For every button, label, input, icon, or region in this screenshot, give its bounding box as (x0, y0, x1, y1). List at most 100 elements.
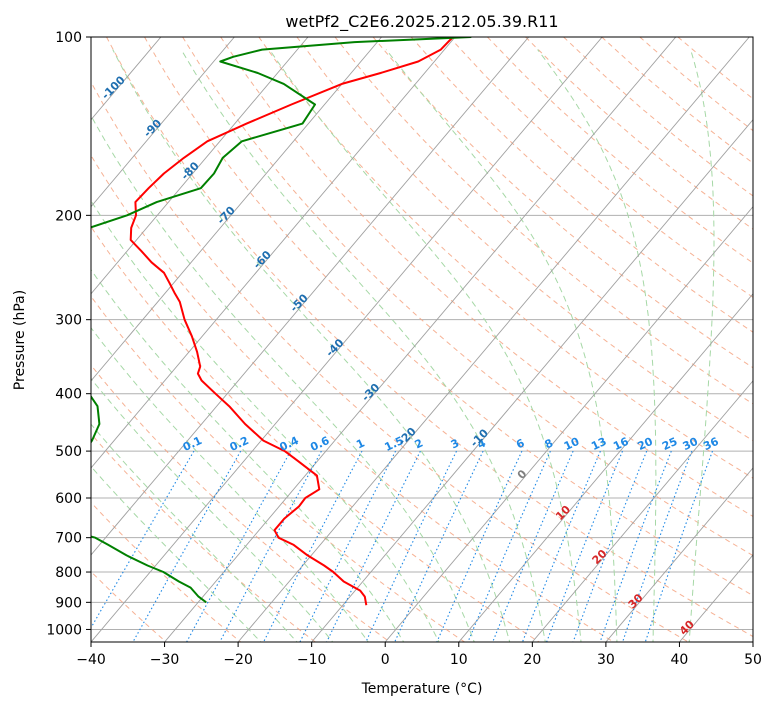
mixing-ratio-label: 25 (660, 435, 679, 453)
isotherm-label: -50 (288, 291, 311, 314)
isotherm-label: -10 (468, 426, 491, 449)
dry-adiabat-line (220, 37, 753, 518)
x-tick-label: 40 (671, 652, 689, 668)
x-tick-label: 10 (450, 652, 468, 668)
mixing-ratio-line (262, 450, 363, 642)
mixing-ratio-line (545, 450, 624, 642)
mixing-ratio-line (185, 450, 292, 642)
chart-title: wetPf2_C2E6.2025.212.05.39.R11 (285, 12, 558, 32)
moist-adiabat-line (180, 49, 546, 642)
isotherm-label: 40 (677, 617, 697, 637)
moist-adiabats (91, 49, 715, 642)
isotherm-line (458, 293, 753, 642)
dry-adiabat-line (144, 37, 753, 597)
moist-adiabat-line (91, 199, 440, 642)
x-tick-label: −30 (150, 652, 180, 668)
mixing-ratio-line (521, 450, 601, 642)
dry-adiabat-line (448, 37, 753, 298)
sounding-series (91, 37, 472, 606)
mixing-ratio-line (299, 450, 397, 642)
mixing-ratio-line (91, 450, 195, 629)
isotherm-line (91, 37, 603, 642)
isotherm-line (237, 37, 750, 642)
mixing-ratio-line (572, 450, 648, 642)
dry-adiabat-line (372, 37, 753, 369)
isotherm-line (752, 641, 753, 642)
y-tick-label: 900 (55, 595, 82, 611)
isotherm-label: -90 (141, 116, 164, 139)
moist-adiabat-line (269, 49, 582, 642)
isotherm-line (311, 119, 753, 642)
isotherm-label: 30 (626, 591, 646, 611)
dry-adiabat-line (91, 154, 615, 642)
temperature-profile-line (129, 37, 454, 606)
dry-adiabat-line (91, 225, 541, 642)
mixing-ratio-line (621, 450, 693, 642)
isotherm-label: -60 (251, 248, 274, 271)
mixing-ratio-line (644, 450, 714, 642)
mixing-ratio-label: 30 (681, 435, 701, 453)
x-tick-label: −40 (76, 652, 106, 668)
isotherm-label: -30 (359, 381, 382, 404)
mixing-ratio-line (219, 450, 322, 642)
mixing-ratio-label: 2 (413, 436, 425, 451)
y-tick-label: 400 (55, 387, 82, 403)
y-tick-label: 500 (55, 444, 82, 460)
isotherm-line (91, 37, 456, 469)
mixing-ratio-line (394, 450, 484, 642)
mixing-ratio-label: 8 (543, 436, 555, 451)
moist-adiabat-line (91, 114, 475, 642)
isotherm-label: 20 (590, 547, 610, 567)
mixing-ratio-line (492, 450, 574, 642)
y-tick-label: 300 (55, 313, 82, 329)
isotherm-label: 0 (515, 467, 530, 482)
dry-adiabat-line (91, 81, 690, 642)
isotherm-line (91, 37, 382, 382)
moist-adiabat-line (112, 49, 511, 642)
moist-adiabat-line (91, 326, 369, 642)
x-tick-label: −10 (297, 652, 327, 668)
dry-adiabat-line (487, 37, 753, 264)
isotherm-line (679, 554, 753, 642)
dry-adiabat-line (334, 37, 753, 405)
moist-adiabat-line (688, 49, 715, 642)
x-tick-label: −20 (223, 652, 253, 668)
moist-adiabat-line (91, 423, 298, 642)
y-axis-ticks: 100 200 300 400 500 600 700 800 900 1000 (46, 30, 91, 638)
y-tick-label: 200 (55, 208, 82, 224)
y-tick-label: 100 (55, 30, 82, 46)
dry-adiabat-line (106, 37, 753, 638)
dry-adiabat-line (677, 37, 753, 100)
mixing-ratio-lines (91, 450, 714, 642)
mixing-ratio-line (132, 450, 242, 642)
mixing-ratio-line (365, 450, 457, 642)
mixing-ratio-label: 10 (562, 435, 582, 453)
isotherm-line (605, 467, 753, 642)
x-tick-label: 0 (381, 652, 390, 668)
dry-adiabat-line (296, 37, 753, 442)
x-axis-ticks: −40 −30 −20 −10 0 10 20 30 40 50 (76, 642, 762, 668)
x-tick-label: 30 (597, 652, 615, 668)
moist-adiabat-line (385, 49, 618, 642)
plot-area: 0.1 0.2 0.4 0.6 1 1.5 2 3 4 6 8 10 13 16 20 25 30 36-100-… (91, 37, 753, 642)
isotherm-line (384, 206, 753, 642)
mixing-ratio-label: 6 (514, 436, 527, 451)
pressure-gridlines (91, 37, 753, 630)
dry-adiabat-line (182, 37, 753, 557)
mixing-ratio-line (467, 450, 551, 642)
dewpoint-profile-line (91, 37, 472, 604)
y-tick-label: 1000 (46, 622, 82, 638)
moist-adiabat-line (91, 465, 262, 642)
mixing-ratio-label: 13 (589, 435, 608, 453)
moist-adiabat-line (91, 268, 405, 642)
isotherm-line (91, 37, 309, 295)
isotherm-label: -100 (99, 73, 128, 102)
mixing-ratio-label: 16 (611, 435, 631, 453)
dry-adiabat-line (91, 295, 466, 642)
y-axis-label: Pressure (hPa) (12, 290, 28, 390)
mixing-ratio-label: 20 (636, 435, 656, 453)
x-axis-label: Temperature (°C) (361, 681, 483, 697)
mixing-ratio-line (436, 450, 523, 642)
moist-adiabat-line (91, 377, 334, 642)
x-tick-label: 20 (523, 652, 541, 668)
